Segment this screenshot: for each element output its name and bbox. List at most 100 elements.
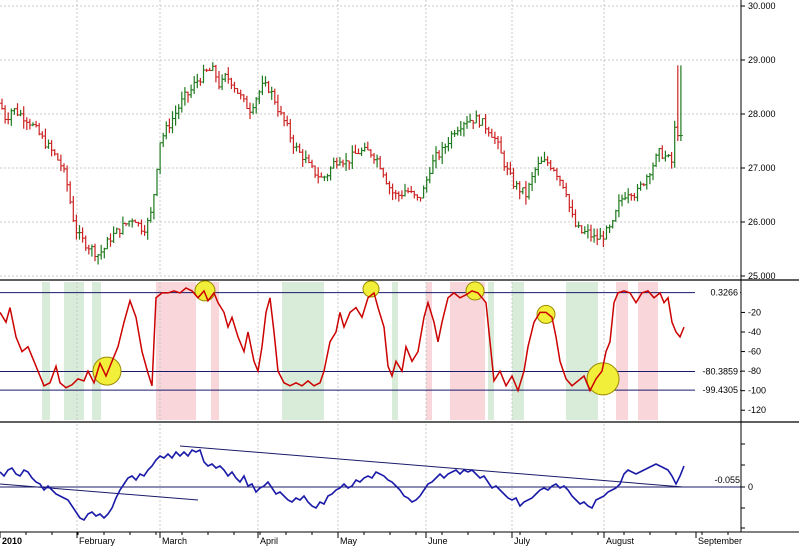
price-bar	[527, 182, 531, 200]
price-tick-label: 28.000	[748, 109, 776, 119]
price-bar	[393, 189, 398, 200]
price-bar	[427, 167, 432, 184]
price-bar	[288, 119, 293, 143]
osc-reference-label: -80.3859	[702, 366, 738, 376]
price-bar	[629, 193, 634, 201]
price-bar	[421, 185, 426, 199]
price-bar	[306, 154, 311, 164]
price-bar	[316, 167, 321, 184]
price-bar	[303, 150, 308, 164]
osc-reference-label-bg	[695, 385, 740, 396]
price-bar	[480, 118, 485, 126]
price-bar	[626, 188, 631, 204]
price-bar	[347, 160, 352, 170]
x-tick-label: 2010	[2, 536, 22, 546]
overbought-zone	[450, 282, 485, 420]
oversold-zone	[282, 282, 324, 420]
price-bar	[21, 106, 26, 129]
price-bar	[275, 94, 280, 117]
price-bar	[34, 120, 39, 128]
osc-reference-label-bg	[695, 366, 740, 377]
price-bar	[334, 157, 339, 169]
oscillator-line	[0, 287, 685, 393]
price-bar	[186, 91, 190, 103]
price-bar	[52, 149, 57, 156]
price-bar	[130, 218, 135, 228]
osc-tick-label: -40	[748, 327, 761, 337]
price-tick-label: 30.000	[748, 1, 776, 11]
signal-highlight	[536, 304, 556, 324]
price-bar	[499, 136, 504, 154]
osc-reference-label: -99.4305	[702, 385, 738, 395]
price-bar	[120, 216, 125, 235]
osc-tick-label: -120	[748, 405, 766, 415]
price-bar	[142, 225, 147, 236]
price-bar	[145, 217, 150, 240]
price-bar	[27, 118, 32, 130]
price-bar	[620, 194, 624, 207]
price-bar	[325, 173, 330, 182]
osc-tick-label: -60	[748, 347, 761, 357]
price-bar	[359, 147, 364, 157]
price-bar	[220, 74, 225, 91]
price-bar	[517, 181, 522, 200]
price-bar	[189, 84, 194, 98]
price-bar	[384, 172, 389, 185]
momentum-line	[0, 448, 685, 522]
price-bar	[539, 156, 544, 164]
price-bar	[182, 87, 187, 106]
price-bar	[71, 195, 76, 222]
price-bar	[111, 226, 116, 243]
price-bar	[74, 214, 79, 240]
price-bar	[46, 139, 51, 149]
price-bar	[381, 167, 386, 178]
price-panel: 30.000 29.000 28.000 27.000 26.000 25.000	[0, 0, 799, 281]
price-bar	[520, 187, 525, 195]
oversold-zone	[392, 282, 398, 420]
price-bar	[350, 145, 355, 170]
oversold-zone	[42, 282, 50, 420]
price-bar	[148, 207, 153, 223]
price-bar	[18, 109, 23, 117]
signal-highlight	[362, 280, 380, 298]
mom-reference-label: -0.055	[714, 475, 740, 485]
price-bar	[158, 142, 163, 175]
x-tick-label: August	[606, 536, 635, 546]
price-bar	[399, 190, 404, 200]
price-tick-label: 26.000	[748, 217, 776, 227]
price-bar	[616, 194, 621, 218]
oversold-zone	[64, 282, 84, 420]
overbought-zone	[616, 282, 628, 420]
price-bar	[471, 119, 476, 130]
price-bar	[65, 165, 70, 192]
price-bar	[151, 193, 156, 220]
price-bar	[390, 183, 395, 201]
price-bar	[331, 157, 336, 169]
price-bar	[291, 134, 296, 154]
price-tick-label: 27.000	[748, 163, 776, 173]
overbought-zone	[426, 282, 432, 420]
price-bar	[635, 183, 640, 202]
x-tick-label: February	[79, 536, 116, 546]
price-bar	[657, 147, 662, 162]
x-tick-label: April	[260, 536, 278, 546]
price-bar	[375, 154, 380, 168]
price-bar	[536, 156, 541, 176]
price-bar	[446, 137, 451, 152]
price-bar	[55, 153, 60, 161]
price-bar	[40, 131, 45, 139]
price-bar	[474, 110, 479, 124]
price-bar	[226, 67, 231, 84]
price-bar	[554, 168, 559, 181]
price-bar	[672, 120, 677, 168]
price-bar	[430, 154, 435, 175]
momentum-panel: 0 -0.055	[0, 424, 753, 532]
x-tick-label: March	[162, 536, 187, 546]
price-bar	[424, 176, 429, 193]
price-bar	[545, 156, 550, 166]
price-bar	[161, 132, 166, 148]
price-bar	[167, 118, 172, 134]
price-bar	[443, 143, 448, 154]
price-bar	[483, 114, 488, 134]
